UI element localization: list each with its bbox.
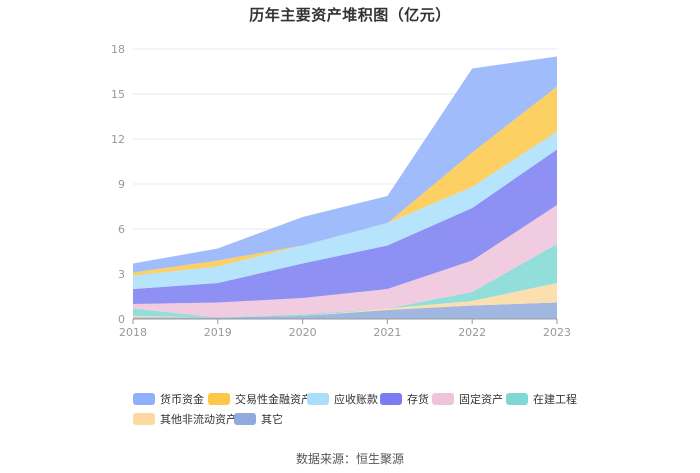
legend-label: 在建工程 bbox=[533, 393, 577, 406]
legend-label: 应收账款 bbox=[334, 393, 378, 406]
area-其它 bbox=[133, 302, 557, 319]
legend-item[interactable]: 应收账款 bbox=[307, 391, 378, 407]
legend-swatch bbox=[133, 393, 155, 405]
area-固定资产 bbox=[133, 205, 557, 318]
x-tick-label: 2023 bbox=[543, 326, 571, 339]
legend-swatch bbox=[208, 393, 230, 405]
y-tick-label: 3 bbox=[118, 268, 125, 281]
area-应收账款 bbox=[133, 131, 557, 289]
legend-item[interactable]: 其他非流动资产 bbox=[133, 411, 237, 427]
legend-item[interactable]: 交易性金融资产 bbox=[208, 391, 312, 407]
legend-label: 货币资金 bbox=[160, 393, 204, 406]
area-交易性金融资产 bbox=[133, 86, 557, 276]
legend-swatch bbox=[234, 413, 256, 425]
legend-swatch bbox=[506, 393, 528, 405]
chart-title: 历年主要资产堆积图（亿元） bbox=[249, 6, 451, 24]
legend-label: 固定资产 bbox=[459, 393, 503, 406]
legend-item[interactable]: 在建工程 bbox=[506, 391, 577, 407]
area-在建工程 bbox=[133, 244, 557, 318]
y-tick-label: 18 bbox=[111, 43, 125, 56]
legend-swatch bbox=[432, 393, 454, 405]
data-source: 数据来源：恒生聚源 bbox=[295, 452, 404, 466]
legend-swatch bbox=[307, 393, 329, 405]
legend-label: 交易性金融资产 bbox=[235, 393, 312, 406]
y-tick-label: 0 bbox=[118, 313, 125, 326]
area-存货 bbox=[133, 149, 557, 304]
x-tick-label: 2022 bbox=[458, 326, 486, 339]
legend-item[interactable]: 其它 bbox=[234, 411, 283, 427]
x-tick-label: 2018 bbox=[119, 326, 147, 339]
x-tick-label: 2021 bbox=[373, 326, 401, 339]
legend-swatch bbox=[380, 393, 402, 405]
legend-item[interactable]: 存货 bbox=[380, 391, 429, 407]
x-tick-label: 2020 bbox=[289, 326, 317, 339]
y-tick-label: 6 bbox=[118, 223, 125, 236]
y-tick-label: 12 bbox=[111, 133, 125, 146]
legend-label: 存货 bbox=[407, 393, 429, 406]
legend-item[interactable]: 固定资产 bbox=[432, 391, 503, 407]
y-tick-label: 15 bbox=[111, 88, 125, 101]
y-tick-label: 9 bbox=[118, 178, 125, 191]
legend-item[interactable]: 货币资金 bbox=[133, 391, 204, 407]
x-tick-label: 2019 bbox=[204, 326, 232, 339]
legend-swatch bbox=[133, 413, 155, 425]
legend-label: 其它 bbox=[261, 413, 283, 426]
area-货币资金 bbox=[133, 56, 557, 273]
legend-label: 其他非流动资产 bbox=[160, 413, 237, 426]
